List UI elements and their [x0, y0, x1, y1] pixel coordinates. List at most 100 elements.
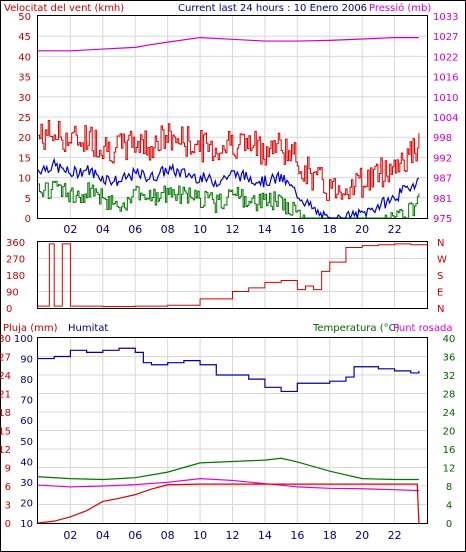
- hour-label: 14: [258, 529, 272, 542]
- humidity-tick: 20: [20, 498, 33, 509]
- wind-tick: 45: [18, 32, 31, 43]
- hour-label: 20: [355, 223, 369, 236]
- humidity-title: Humitat: [68, 323, 108, 334]
- dewpoint-line: [37, 477, 419, 492]
- wind-title: Velocitat del vent (kmh): [4, 3, 124, 14]
- humidity-tick: 80: [20, 375, 33, 386]
- wind-min-line: [38, 180, 420, 219]
- direction-letter: N: [437, 238, 444, 249]
- direction-tick: 270: [6, 255, 25, 266]
- pressure-tick: 987: [433, 174, 452, 185]
- hour-label: 04: [96, 223, 110, 236]
- hour-label: 08: [161, 529, 175, 542]
- current-title: Current last 24 hours : 10 Enero 2006: [178, 3, 367, 14]
- direction-tick: 180: [6, 271, 25, 282]
- pressure-line: [38, 36, 419, 52]
- hour-label: 04: [96, 529, 110, 542]
- rain-tick: 9: [5, 464, 11, 475]
- hour-label: 02: [63, 223, 77, 236]
- hour-label: 02: [63, 529, 77, 542]
- rain-tick: 6: [5, 482, 11, 493]
- wind-avg-line: [37, 157, 420, 220]
- pressure-tick: 1010: [433, 93, 458, 104]
- wind-tick: 30: [18, 93, 31, 104]
- rain-tick: 15: [0, 427, 11, 438]
- series-layer: [37, 36, 428, 524]
- rain-tick: 0: [5, 519, 11, 530]
- hour-label: 14: [258, 223, 272, 236]
- direction-tick: 0: [6, 304, 12, 315]
- wind-tick: 5: [25, 194, 31, 205]
- wind-tick: 10: [18, 174, 31, 185]
- rain-tick: 30: [0, 334, 11, 345]
- temperature-tick: 8: [446, 482, 452, 493]
- hour-label: 18: [323, 223, 337, 236]
- wind-tick: 35: [18, 73, 31, 84]
- hour-label: 06: [128, 529, 142, 542]
- wind-tick: 0: [25, 214, 31, 225]
- pressure-tick: 1016: [433, 73, 458, 84]
- humidity-tick: 40: [20, 457, 33, 468]
- direction-tick: 360: [6, 238, 25, 249]
- rain-line: [37, 483, 420, 524]
- humidity-tick: 50: [20, 437, 33, 448]
- dewpoint-title: Punt rosada: [393, 323, 452, 334]
- temperature-tick: 0: [446, 519, 452, 530]
- temperature-tick: 4: [446, 501, 452, 512]
- humidity-tick: 30: [20, 478, 33, 489]
- wind-tick: 20: [18, 133, 31, 144]
- pressure-title: Pressió (mb): [369, 2, 431, 14]
- hour-label: 20: [355, 529, 369, 542]
- temperature-tick: 24: [443, 408, 456, 419]
- direction-line: [38, 243, 428, 308]
- direction-tick: 90: [6, 288, 19, 299]
- wind-tick: 15: [18, 153, 31, 164]
- direction-letter: E: [437, 288, 443, 299]
- humidity-line: [38, 347, 420, 393]
- humidity-tick: 10: [20, 519, 33, 530]
- humidity-tick: 60: [20, 416, 33, 427]
- hour-label: 10: [193, 223, 207, 236]
- pressure-tick: 1022: [433, 52, 458, 63]
- wind-tick: 25: [18, 113, 31, 124]
- rain-tick: 24: [0, 371, 11, 382]
- wind-tick: 40: [18, 52, 31, 63]
- direction-letter: N: [437, 304, 444, 315]
- hour-label: 16: [290, 223, 304, 236]
- temperature-line: [37, 457, 419, 481]
- tick-labels: 0202040406060808101012121414161618182020…: [0, 12, 458, 542]
- humidity-tick: 100: [14, 334, 33, 345]
- rain-tick: 27: [0, 353, 11, 364]
- rain-tick: 3: [5, 501, 11, 512]
- rain-tick: 21: [0, 390, 11, 401]
- pressure-tick: 1004: [433, 113, 458, 124]
- pressure-tick: 1027: [433, 32, 458, 43]
- hour-label: 12: [226, 223, 240, 236]
- hour-label: 18: [323, 529, 337, 542]
- hour-label: 12: [226, 529, 240, 542]
- temperature-tick: 20: [443, 427, 456, 438]
- temperature-title: Temperatura (°C): [312, 323, 400, 334]
- hour-label: 08: [161, 223, 175, 236]
- humidity-tick: 90: [20, 355, 33, 366]
- temperature-tick: 40: [443, 334, 456, 345]
- temperature-tick: 16: [443, 445, 456, 456]
- temperature-tick: 36: [443, 353, 456, 364]
- pressure-tick: 975: [433, 214, 452, 225]
- direction-letter: W: [437, 255, 447, 266]
- hour-label: 22: [388, 223, 402, 236]
- temperature-tick: 12: [443, 464, 456, 475]
- hour-label: 16: [290, 529, 304, 542]
- wind-tick: 50: [18, 12, 31, 23]
- pressure-tick: 1033: [433, 12, 458, 23]
- hour-label: 10: [193, 529, 207, 542]
- temperature-tick: 32: [443, 371, 456, 382]
- wind-gust-line: [38, 119, 420, 201]
- pressure-tick: 998: [433, 133, 452, 144]
- hour-label: 22: [388, 529, 402, 542]
- rain-tick: 12: [0, 445, 11, 456]
- temperature-tick: 28: [443, 390, 456, 401]
- direction-letter: S: [437, 271, 443, 282]
